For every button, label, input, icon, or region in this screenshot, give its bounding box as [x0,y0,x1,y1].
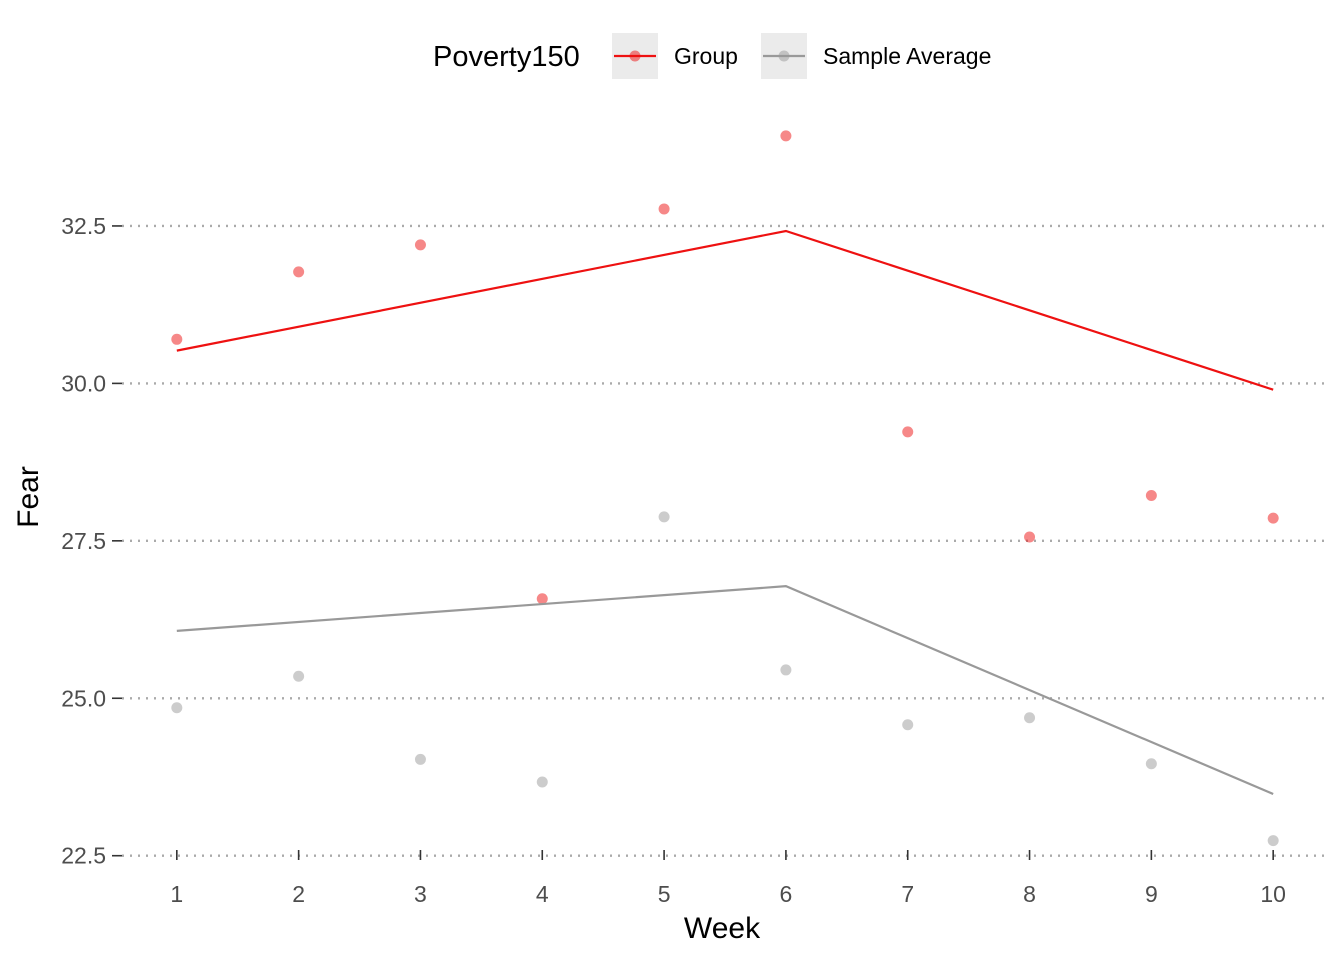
data-point-sample-average [1145,758,1157,770]
x-tick-label: 7 [901,881,914,907]
x-tick-label: 2 [292,881,305,907]
data-point-group [293,266,305,278]
x-tick-label: 9 [1145,881,1158,907]
y-tick-label: 22.5 [61,843,106,869]
data-point-sample-average [658,511,670,523]
y-tick-label: 32.5 [61,213,106,239]
x-axis-title: Week [684,912,761,945]
y-axis-title: Fear [12,466,45,528]
x-tick-label: 4 [536,881,549,907]
grid-lines [122,224,1328,857]
legend-title: Poverty150 [433,41,580,73]
x-tick-label: 3 [414,881,427,907]
x-tick-label: 6 [780,881,793,907]
x-tick-label: 8 [1023,881,1036,907]
data-point-sample-average [171,702,183,714]
data-point-sample-average [1024,712,1036,724]
data-point-group [1267,512,1279,524]
legend-point-group [629,50,641,62]
data-point-group [1024,531,1036,543]
legend: Poverty150 Group Sample Average [433,33,991,79]
data-point-group [171,333,183,345]
data-point-sample-average [536,776,548,788]
y-tick-label: 30.0 [61,370,106,396]
x-axis: 1 2 3 4 5 6 7 8 9 10 [170,850,1286,907]
data-point-group [658,203,670,215]
data-point-sample-average [414,753,426,765]
y-axis: 22.5 25.0 27.5 30.0 32.5 [61,213,122,869]
data-point-group [536,593,548,605]
legend-label-group: Group [674,43,738,69]
data-point-group [902,426,914,438]
x-tick-label: 5 [658,881,671,907]
legend-point-sample-average [778,50,790,62]
x-tick-label: 10 [1260,881,1286,907]
y-tick-label: 27.5 [61,528,106,554]
series-layer [171,130,1279,847]
legend-label-sample-average: Sample Average [823,43,991,69]
data-point-group [1145,489,1157,501]
data-point-group [414,239,426,251]
series-line-group [176,229,1274,391]
y-tick-label: 25.0 [61,685,106,711]
data-point-sample-average [293,670,305,682]
series-line-sample-average [176,585,1274,795]
data-point-sample-average [1267,835,1279,847]
x-tick-label: 1 [170,881,183,907]
data-point-group [780,130,792,142]
data-point-sample-average [780,664,792,676]
data-point-sample-average [902,719,914,731]
